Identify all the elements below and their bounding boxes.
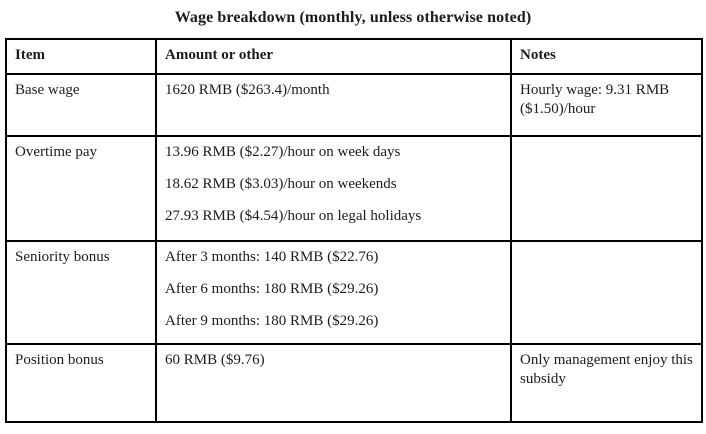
amount-cell: After 3 months: 140 RMB ($22.76) After 6… <box>155 240 512 345</box>
table-row: Base wage 1620 RMB ($263.4)/month Hourly… <box>5 73 703 137</box>
notes-line: Only management enjoy this subsidy <box>520 352 693 387</box>
amount-line: 1620 RMB ($263.4)/month <box>165 82 330 98</box>
amount-line: After 9 months: 180 RMB ($29.26) <box>165 313 379 329</box>
wage-table: Item Amount or other Notes Base wage 162… <box>5 38 703 423</box>
amount-line: 60 RMB ($9.76) <box>165 352 265 368</box>
amount-line: After 6 months: 180 RMB ($29.26) <box>165 281 379 297</box>
item-cell: Position bonus <box>5 343 157 423</box>
notes-cell <box>510 135 703 242</box>
header-item: Item <box>5 38 157 75</box>
item-label: Overtime pay <box>15 144 98 160</box>
table-row: Position bonus 60 RMB ($9.76) Only manag… <box>5 343 703 423</box>
document-page: Wage breakdown (monthly, unless otherwis… <box>0 8 706 423</box>
notes-cell: Only management enjoy this subsidy <box>510 343 703 423</box>
item-label: Seniority bonus <box>15 249 110 265</box>
item-cell: Seniority bonus <box>5 240 157 345</box>
amount-cell: 60 RMB ($9.76) <box>155 343 512 423</box>
table-row: Overtime pay 13.96 RMB ($2.27)/hour on w… <box>5 135 703 242</box>
amount-line: 13.96 RMB ($2.27)/hour on week days <box>165 144 401 160</box>
amount-line: 18.62 RMB ($3.03)/hour on weekends <box>165 176 397 192</box>
item-cell: Overtime pay <box>5 135 157 242</box>
header-row: Item Amount or other Notes <box>5 38 703 75</box>
header-notes: Notes <box>510 38 703 75</box>
item-label: Base wage <box>15 82 80 98</box>
page-title: Wage breakdown (monthly, unless otherwis… <box>174 9 532 26</box>
item-label: Position bonus <box>15 352 104 368</box>
amount-line: After 3 months: 140 RMB ($22.76) <box>165 249 379 265</box>
notes-cell <box>510 240 703 345</box>
item-cell: Base wage <box>5 73 157 137</box>
notes-line: Hourly wage: 9.31 RMB ($1.50)/hour <box>520 82 670 117</box>
header-amount: Amount or other <box>155 38 512 75</box>
table-row: Seniority bonus After 3 months: 140 RMB … <box>5 240 703 345</box>
amount-line: 27.93 RMB ($4.54)/hour on legal holidays <box>165 208 422 224</box>
notes-cell: Hourly wage: 9.31 RMB ($1.50)/hour <box>510 73 703 137</box>
amount-cell: 1620 RMB ($263.4)/month <box>155 73 512 137</box>
amount-cell: 13.96 RMB ($2.27)/hour on week days 18.6… <box>155 135 512 242</box>
